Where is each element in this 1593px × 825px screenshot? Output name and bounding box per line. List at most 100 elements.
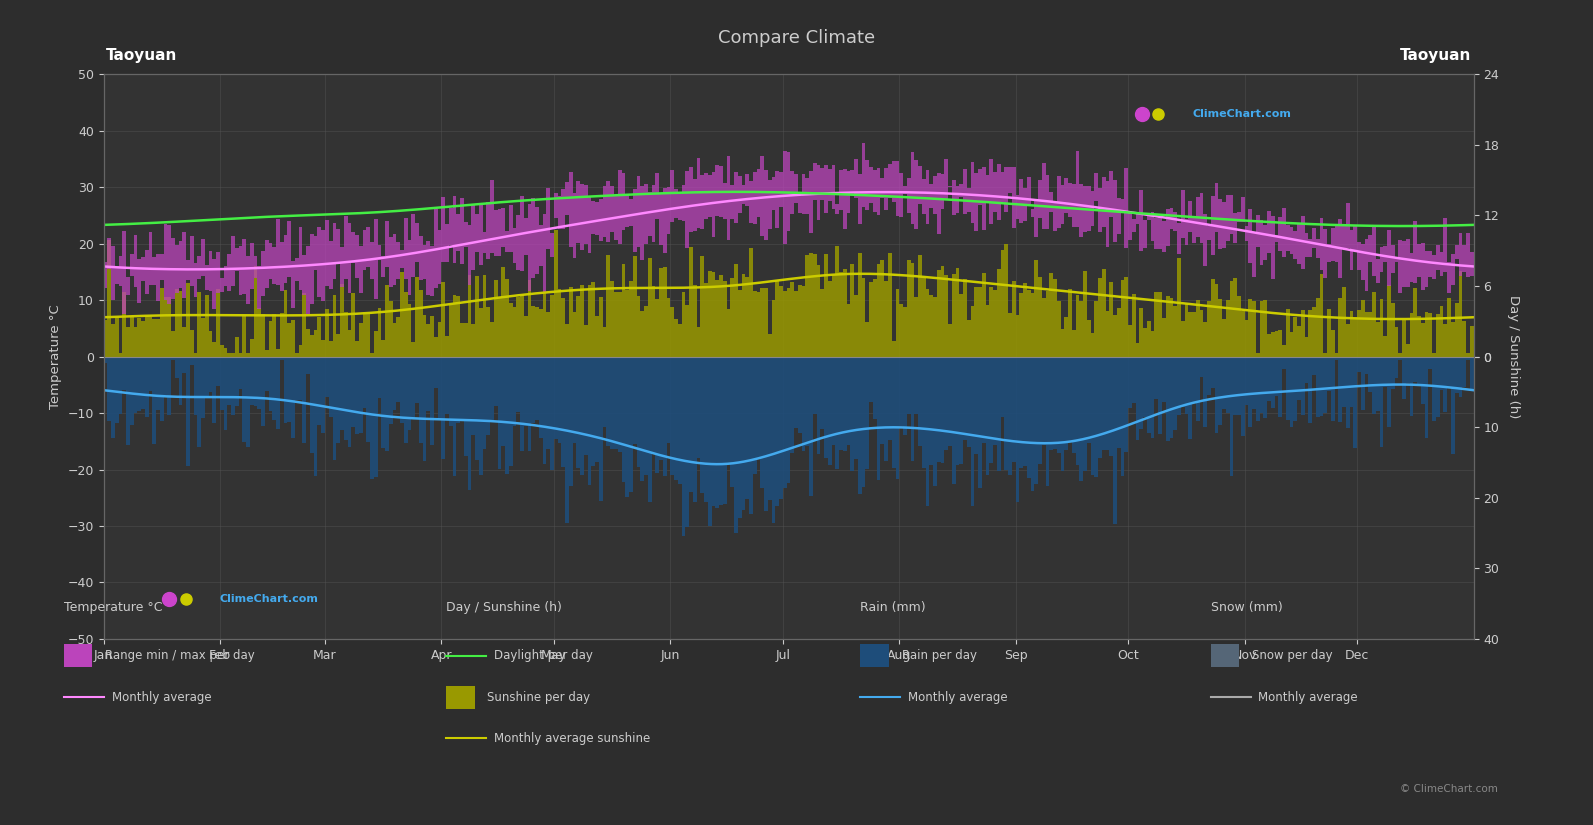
Bar [1313, 356, 1316, 375]
Bar [948, 323, 951, 356]
Bar [209, 251, 212, 291]
Bar [123, 231, 126, 314]
Bar [272, 356, 276, 420]
Bar [1402, 356, 1407, 399]
Bar [261, 251, 264, 296]
Bar [644, 306, 648, 356]
Bar [1225, 299, 1230, 356]
Bar [475, 214, 479, 252]
Bar [1413, 288, 1418, 356]
Bar [1133, 294, 1136, 356]
Bar [666, 356, 671, 443]
Bar [790, 282, 795, 356]
Bar [170, 238, 175, 299]
Bar [1075, 356, 1080, 465]
Bar [1121, 280, 1125, 356]
Bar [824, 356, 828, 458]
Bar [433, 356, 438, 388]
Bar [123, 356, 126, 390]
Bar [1150, 356, 1155, 438]
Bar [1098, 188, 1102, 232]
Bar [753, 172, 757, 224]
Bar [859, 174, 862, 224]
Bar [1016, 315, 1020, 356]
Bar [306, 246, 311, 317]
Bar [524, 317, 527, 356]
Bar [862, 356, 865, 487]
Bar [1357, 242, 1360, 270]
Bar [1045, 175, 1050, 229]
Bar [205, 356, 209, 398]
Bar [602, 328, 607, 356]
Bar [392, 323, 397, 356]
Bar [1357, 356, 1360, 372]
Bar [607, 356, 610, 446]
Bar [906, 178, 911, 213]
Bar [591, 282, 596, 356]
Bar [212, 342, 217, 356]
Bar [854, 159, 859, 198]
Bar [632, 257, 637, 356]
Bar [1308, 310, 1313, 356]
Bar [914, 160, 918, 229]
Bar [1083, 186, 1086, 233]
Bar [1388, 356, 1391, 427]
Bar [366, 314, 370, 356]
Bar [400, 356, 403, 423]
Bar [217, 252, 220, 294]
Bar [386, 220, 389, 267]
Bar [389, 237, 392, 286]
Bar [1034, 261, 1039, 356]
Bar [433, 209, 438, 288]
Bar [178, 291, 182, 356]
Bar [1440, 252, 1443, 276]
Bar [1297, 356, 1301, 400]
Bar [1121, 356, 1125, 476]
Bar [1354, 317, 1357, 356]
Bar [430, 356, 433, 446]
Bar [475, 276, 479, 356]
Bar [1316, 239, 1319, 258]
Bar [1402, 319, 1407, 356]
Bar [1174, 356, 1177, 430]
Bar [828, 280, 832, 356]
Bar [870, 356, 873, 402]
Bar [847, 304, 851, 356]
Bar [1424, 312, 1429, 356]
Bar [655, 356, 660, 474]
Bar [956, 268, 959, 356]
Bar [1125, 356, 1128, 452]
Bar [824, 254, 828, 356]
Bar [1454, 356, 1459, 393]
Bar [126, 356, 129, 445]
Bar [295, 356, 299, 400]
Bar [182, 328, 186, 356]
Bar [746, 174, 749, 206]
Bar [1023, 283, 1027, 356]
Bar [153, 318, 156, 356]
Bar [521, 356, 524, 451]
Bar [726, 309, 730, 356]
Bar [862, 278, 865, 356]
Bar [663, 356, 666, 476]
Bar [632, 356, 637, 445]
Bar [940, 266, 945, 356]
Bar [1121, 200, 1125, 212]
Text: Range min / max per day: Range min / max per day [105, 649, 255, 662]
Bar [366, 356, 370, 442]
Bar [1147, 321, 1150, 356]
Bar [456, 214, 460, 252]
Bar [521, 294, 524, 356]
Bar [242, 356, 247, 442]
Bar [618, 292, 621, 356]
Bar [1192, 312, 1196, 356]
Bar [558, 356, 561, 443]
Bar [284, 356, 287, 423]
Bar [325, 220, 328, 285]
Bar [1056, 301, 1061, 356]
Bar [873, 356, 876, 419]
Bar [1399, 240, 1402, 293]
Bar [1376, 356, 1380, 411]
Bar [926, 170, 929, 224]
Bar [742, 356, 746, 510]
